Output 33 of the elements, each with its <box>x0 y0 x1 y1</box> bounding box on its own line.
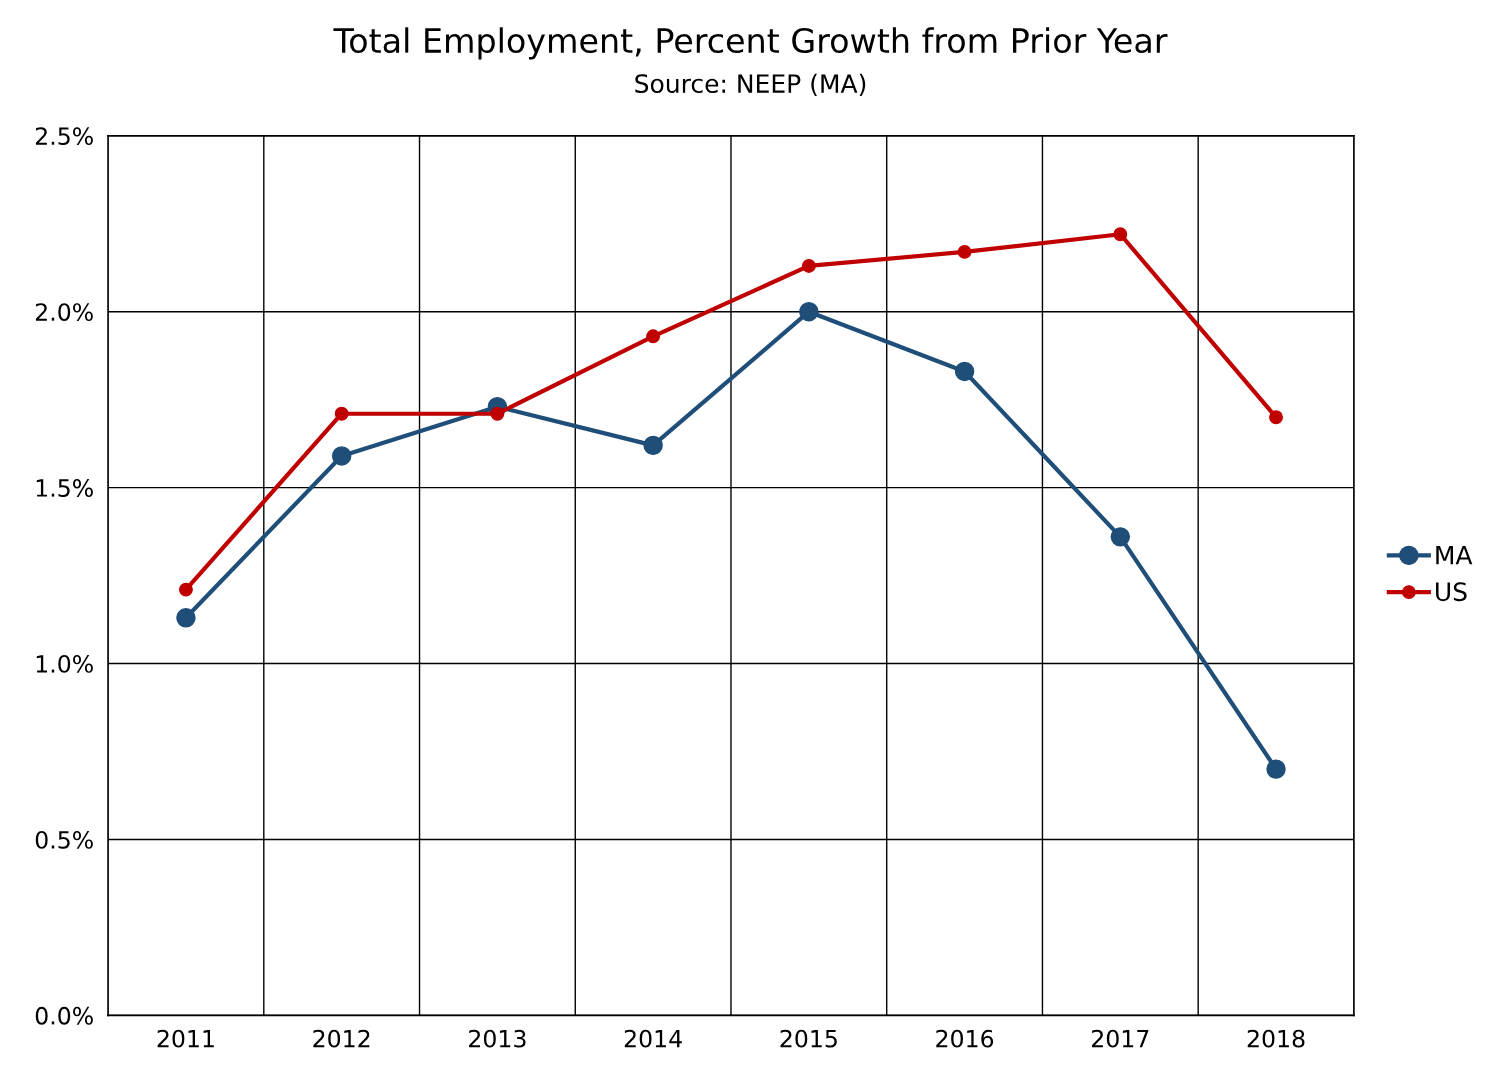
chart-title: Total Employment, Percent Growth from Prior Year <box>333 27 1168 60</box>
point <box>176 608 196 628</box>
point <box>178 582 193 597</box>
point <box>646 329 661 344</box>
x-tick-label: 2011 <box>157 1029 214 1048</box>
point <box>801 258 816 273</box>
point <box>957 244 972 259</box>
point <box>1110 527 1131 547</box>
y-tick-label: 1.5% <box>36 479 93 497</box>
point <box>490 406 505 421</box>
point <box>799 301 819 322</box>
point <box>954 361 975 382</box>
point <box>1269 410 1283 425</box>
y-tick-label: 0.0% <box>35 1006 93 1025</box>
x-tick-label: 2013 <box>469 1029 526 1048</box>
y-tick-label: 1.0% <box>36 654 93 673</box>
x-tick-label: 2017 <box>1091 1029 1149 1048</box>
x-tick-label: 2018 <box>1247 1029 1305 1048</box>
y-tick-label: 2.0% <box>35 303 93 321</box>
point <box>1266 759 1286 779</box>
x-tick-label: 2012 <box>313 1029 370 1048</box>
point <box>643 435 663 456</box>
legend-label: US <box>1436 582 1467 602</box>
legend-label: MA <box>1436 545 1473 565</box>
x-tick-label: 2016 <box>936 1029 994 1048</box>
y-tick-label: 2.5% <box>35 127 93 146</box>
chart-subtitle: Source: NEEP (MA) <box>635 73 866 96</box>
x-tick-label: 2014 <box>624 1029 682 1048</box>
point <box>334 406 349 421</box>
x-tick-label: 2015 <box>780 1029 837 1048</box>
y-tick-label: 0.5% <box>35 830 93 849</box>
point <box>1113 227 1128 242</box>
point <box>331 446 352 466</box>
